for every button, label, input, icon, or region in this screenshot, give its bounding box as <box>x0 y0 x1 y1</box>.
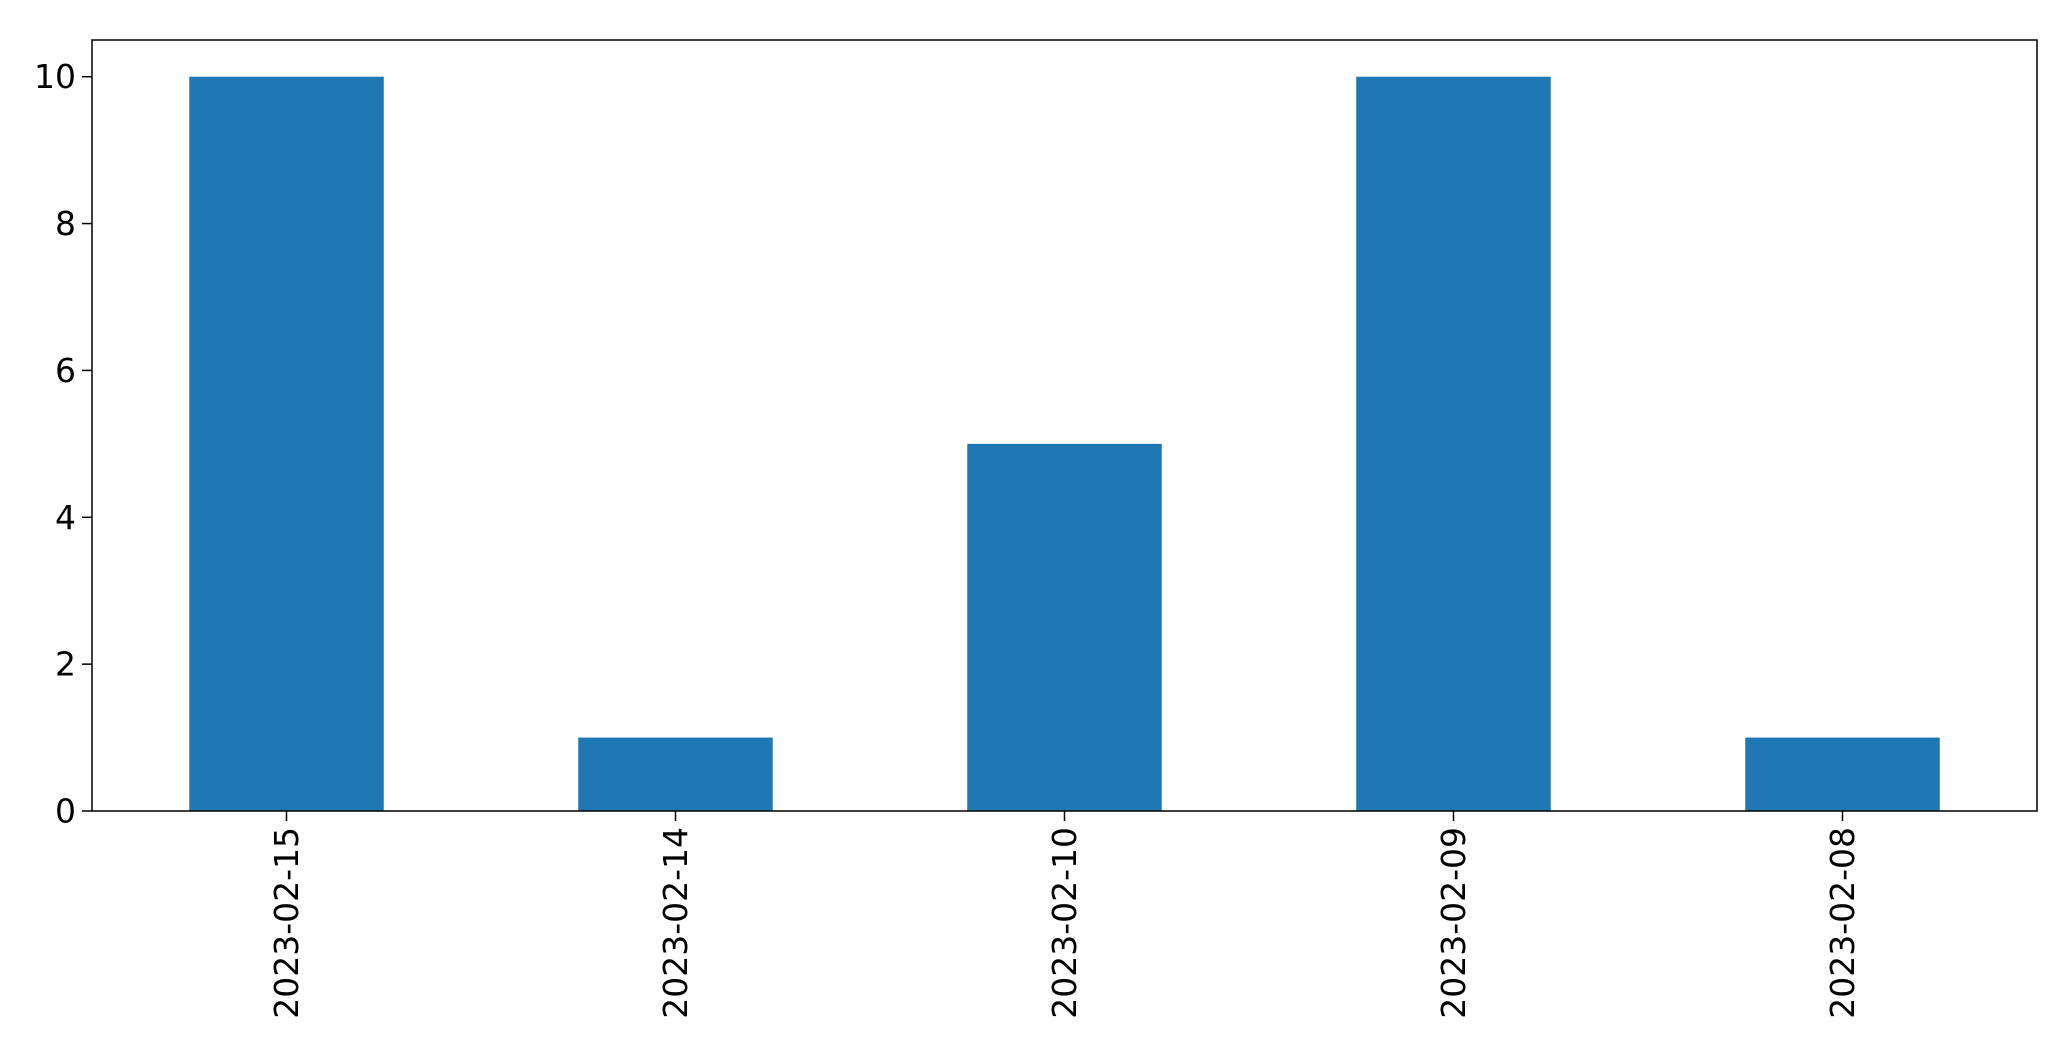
bar-2023-02-10 <box>967 443 1162 811</box>
x-axis: 2023-02-15 2023-02-14 2023-02-10 2023-02-09… <box>267 811 1862 1019</box>
y-tick-label: 8 <box>55 204 76 243</box>
bar-2023-02-15 <box>189 76 384 811</box>
y-axis: 0 2 4 6 8 10 <box>34 57 92 831</box>
y-tick-label: 10 <box>34 57 76 96</box>
x-tick-label: 2023-02-08 <box>1823 827 1862 1019</box>
bars-group <box>189 76 1940 811</box>
x-tick-label: 2023-02-15 <box>267 827 306 1019</box>
x-tick-label: 2023-02-10 <box>1045 827 1084 1019</box>
bar-2023-02-09 <box>1356 76 1551 811</box>
y-tick-label: 2 <box>55 645 76 684</box>
y-tick-label: 0 <box>55 792 76 831</box>
x-tick-label: 2023-02-09 <box>1434 827 1473 1019</box>
y-tick-label: 4 <box>55 498 76 537</box>
y-tick-label: 6 <box>55 351 76 390</box>
x-tick-label: 2023-02-14 <box>656 827 695 1019</box>
bar-2023-02-08 <box>1745 737 1940 811</box>
bar-2023-02-14 <box>578 737 773 811</box>
